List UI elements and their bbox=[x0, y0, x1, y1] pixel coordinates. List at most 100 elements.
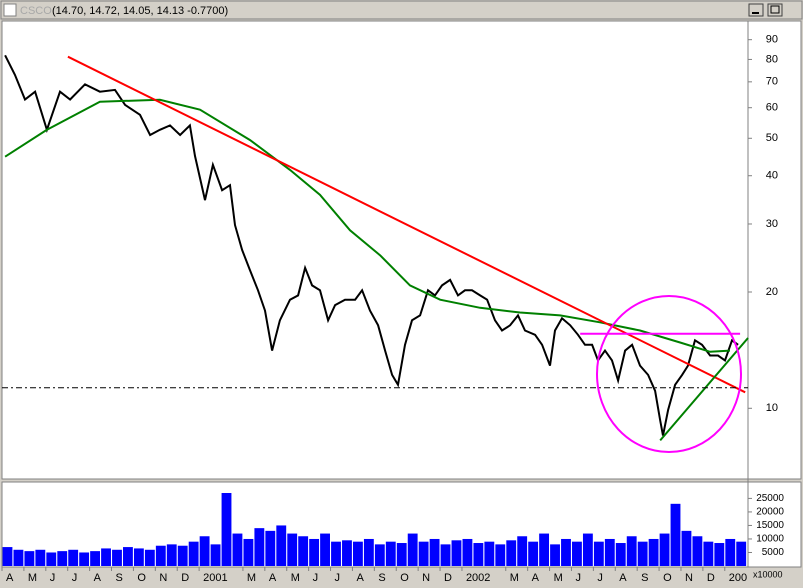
volume-bar bbox=[473, 543, 484, 566]
volume-bar bbox=[582, 533, 593, 566]
x-tick-label: M bbox=[247, 572, 256, 584]
x-tick-label: N bbox=[159, 572, 167, 584]
volume-bar bbox=[265, 530, 276, 566]
volume-bar bbox=[24, 551, 35, 566]
x-tick-label: D bbox=[444, 572, 452, 584]
volume-bar bbox=[692, 536, 703, 566]
y-tick-label: 70 bbox=[766, 76, 778, 88]
volume-bar bbox=[407, 533, 418, 566]
volume-bar bbox=[57, 551, 68, 566]
y-tick-label: 25000 bbox=[756, 493, 784, 504]
volume-bar bbox=[342, 540, 352, 566]
x-tick-label: O bbox=[663, 572, 672, 584]
volume-bar bbox=[703, 541, 714, 566]
minimize-button[interactable] bbox=[748, 3, 764, 17]
volume-bar bbox=[46, 552, 57, 566]
volume-bar bbox=[352, 541, 363, 566]
volume-bar bbox=[144, 549, 155, 566]
price-line bbox=[659, 337, 749, 442]
volume-bar bbox=[451, 540, 462, 566]
x-tick-label: N bbox=[422, 572, 430, 584]
x-tick-label: J bbox=[50, 572, 56, 584]
x-tick-label: N bbox=[685, 572, 693, 584]
volume-bar bbox=[604, 538, 615, 566]
volume-bar bbox=[79, 552, 90, 566]
volume-bar bbox=[35, 549, 46, 566]
x-tick-label: 2001 bbox=[203, 572, 227, 584]
volume-unit: x10000 bbox=[753, 569, 783, 579]
volume-bar bbox=[221, 493, 232, 566]
volume-bar bbox=[561, 538, 571, 566]
volume-bar bbox=[374, 544, 385, 566]
x-tick-label: J bbox=[72, 572, 78, 584]
chart-subtitle: (14.70, 14.72, 14.05, 14.13 -0.7700) bbox=[52, 5, 228, 17]
volume-bar bbox=[309, 538, 320, 566]
volume-bar bbox=[462, 538, 473, 566]
volume-bar bbox=[539, 533, 550, 566]
maximize-button[interactable] bbox=[767, 3, 783, 17]
volume-bar bbox=[254, 528, 265, 566]
highlight-circle bbox=[596, 295, 742, 453]
volume-bar bbox=[572, 541, 582, 566]
y-tick-label: 20 bbox=[766, 286, 778, 298]
x-tick-label: A bbox=[6, 572, 14, 584]
volume-bar bbox=[13, 549, 24, 566]
x-tick-label: A bbox=[356, 572, 364, 584]
x-tick-label: O bbox=[400, 572, 409, 584]
volume-bar bbox=[670, 503, 681, 566]
volume-bar bbox=[298, 536, 309, 566]
volume-bar bbox=[210, 544, 221, 566]
x-tick-label: J bbox=[313, 572, 319, 584]
volume-bar bbox=[681, 530, 692, 566]
volume-bar bbox=[188, 541, 199, 566]
x-tick-label: J bbox=[597, 572, 603, 584]
volume-bar bbox=[363, 538, 374, 566]
volume-bar bbox=[199, 536, 210, 566]
y-tick-label: 15000 bbox=[756, 520, 784, 531]
x-tick-label: S bbox=[378, 572, 385, 584]
window-icon bbox=[3, 3, 17, 17]
x-tick-label: S bbox=[641, 572, 648, 584]
volume-bar bbox=[637, 541, 648, 566]
volume-bar bbox=[418, 541, 429, 566]
volume-bar bbox=[320, 533, 330, 566]
x-tick-label: A bbox=[269, 572, 277, 584]
volume-bar bbox=[440, 544, 451, 566]
volume-bar bbox=[123, 547, 133, 566]
volume-bar bbox=[396, 543, 407, 566]
x-tick-label: A bbox=[94, 572, 102, 584]
volume-bar bbox=[2, 547, 13, 566]
volume-bar bbox=[714, 543, 725, 566]
x-tick-label: M bbox=[554, 572, 563, 584]
volume-bar bbox=[90, 551, 101, 566]
volume-bar bbox=[550, 544, 560, 566]
y-tick-label: 5000 bbox=[762, 547, 785, 558]
x-tick-label: D bbox=[707, 572, 715, 584]
volume-bar bbox=[506, 540, 517, 566]
y-tick-label: 30 bbox=[766, 218, 778, 230]
x-tick-label: A bbox=[532, 572, 540, 584]
volume-bar bbox=[133, 548, 144, 566]
y-tick-label: 80 bbox=[766, 53, 778, 65]
volume-bar bbox=[155, 545, 166, 566]
x-tick-label: 200 bbox=[729, 572, 747, 584]
button-frame[interactable] bbox=[748, 3, 764, 17]
volume-bar bbox=[232, 533, 243, 566]
title-bar bbox=[0, 0, 803, 20]
price-line bbox=[4, 98, 731, 353]
volume-bar bbox=[626, 536, 637, 566]
volume-bar bbox=[243, 538, 254, 566]
volume-bar bbox=[659, 533, 670, 566]
x-tick-label: 2002 bbox=[466, 572, 490, 584]
volume-bar bbox=[593, 541, 604, 566]
volume-bar bbox=[615, 543, 626, 566]
y-tick-label: 10 bbox=[766, 402, 778, 414]
y-tick-label: 10000 bbox=[756, 534, 784, 545]
x-tick-label: O bbox=[137, 572, 146, 584]
volume-bar bbox=[517, 536, 528, 566]
volume-bar bbox=[725, 538, 736, 566]
volume-bar bbox=[495, 544, 506, 566]
volume-bar bbox=[276, 525, 287, 566]
